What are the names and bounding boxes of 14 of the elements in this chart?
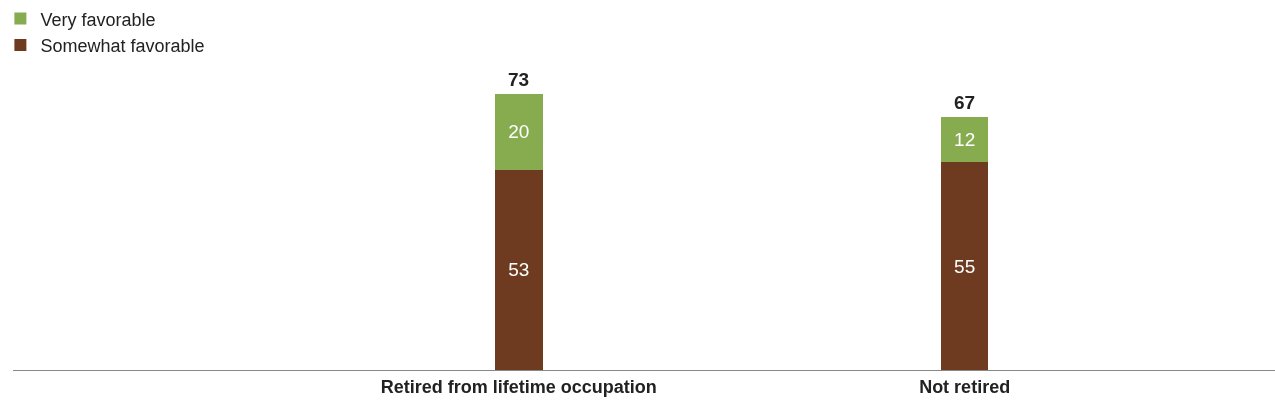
bar: [940, 162, 989, 370]
x-tick-label: Not retired: [919, 376, 1011, 397]
bar: [494, 94, 543, 170]
total-label: 67: [954, 92, 976, 113]
data-label: 12: [954, 128, 976, 150]
bar: [494, 169, 543, 370]
bar: [940, 116, 989, 163]
data-label: 53: [508, 259, 530, 281]
total-label: 73: [508, 69, 530, 90]
x-tick-label: Retired from lifetime occupation: [380, 376, 657, 397]
data-label: 55: [954, 255, 976, 277]
legend-label: Very favorable: [40, 9, 156, 30]
legend-label: Somewhat favorable: [40, 35, 205, 56]
data-label: 20: [508, 121, 530, 143]
